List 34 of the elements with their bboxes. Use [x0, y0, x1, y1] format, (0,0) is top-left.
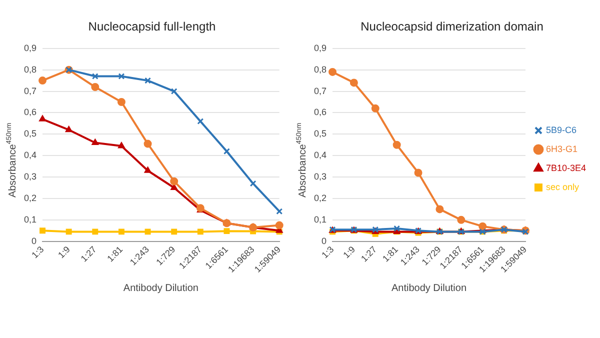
y-tick-label: 0,4 [24, 150, 37, 160]
y-tick-label: 0 [31, 236, 37, 246]
x-tick-label: 1:3 [320, 244, 336, 260]
y-tick-label: 0,1 [24, 214, 37, 224]
x-tick-label: 1:9 [341, 244, 358, 260]
y-tick-label: 0,5 [24, 128, 37, 139]
x-axis-title: Antibody Dilution [391, 282, 467, 294]
y-tick-label: 0 [321, 236, 327, 246]
x-tick-label: 1:81 [105, 244, 125, 264]
y-tick-label: 0,5 [314, 128, 327, 139]
x-tick-label: 1:9 [56, 244, 72, 260]
chart-title: Nucleocapsid dimerization domain [360, 20, 544, 34]
chart-title: Nucleocapsid full-length [88, 20, 216, 34]
legend-label: 5B9-C6 [546, 124, 576, 135]
y-tick-label: 0,6 [314, 107, 327, 118]
legend-label: 7B10-3E4 [546, 162, 586, 173]
y-tick-label: 0,6 [24, 107, 37, 118]
y-tick-label: 0,2 [314, 192, 327, 203]
y-tick-label: 0,9 [24, 42, 37, 53]
y-tick-label: 0,8 [314, 64, 327, 74]
y-tick-label: 0,2 [24, 192, 37, 203]
y-tick-label: 0,1 [314, 214, 327, 224]
y-tick-label: 0,8 [24, 64, 37, 74]
y-tick-label: 0,7 [314, 86, 327, 96]
x-axis-title: Antibody Dilution [123, 282, 198, 294]
y-tick-label: 0,3 [314, 172, 327, 182]
legend-label: 6H3-G1 [546, 144, 578, 154]
y-tick-label: 0,7 [24, 86, 37, 96]
x-tick-label: 1:3 [30, 244, 46, 260]
x-tick-label: 1:81 [380, 244, 400, 264]
legend-label: sec only [546, 182, 580, 192]
y-tick-label: 0,4 [314, 150, 327, 160]
y-tick-label: 0,9 [314, 42, 327, 53]
y-tick-label: 0,3 [24, 172, 37, 182]
